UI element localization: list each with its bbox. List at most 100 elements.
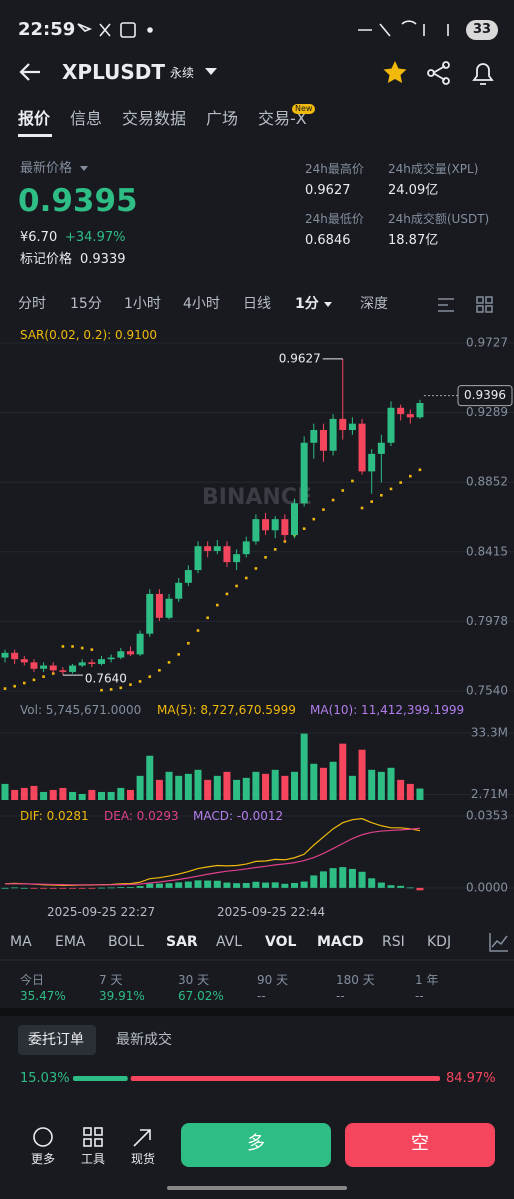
volume-bar — [223, 771, 231, 800]
candle-body — [368, 453, 376, 472]
indicator-label: SAR(0.02, 0.2): 0.9100 — [20, 328, 158, 342]
notification-bell[interactable] — [472, 63, 494, 85]
indicator-tab[interactable]: VOL — [265, 934, 297, 950]
sar-dot — [225, 592, 229, 596]
candle-body — [69, 665, 77, 672]
interval[interactable]: 分时 — [18, 296, 46, 312]
chart-settings[interactable] — [438, 298, 454, 312]
symbol[interactable]: XPLUSDT — [62, 60, 165, 84]
sar-dot — [331, 498, 335, 502]
interval[interactable]: 4小时 — [183, 296, 220, 312]
long-button[interactable] — [181, 1123, 331, 1167]
order-tab[interactable]: 最新成交 — [116, 1032, 172, 1048]
macd-label: MACD: -0.0012 — [193, 809, 284, 823]
volume-bar — [397, 779, 405, 800]
macd-bar — [184, 881, 192, 888]
interval-dropdown[interactable] — [324, 302, 332, 307]
tab[interactable]: 交易数据 — [122, 109, 187, 128]
order-tab-active[interactable] — [18, 1025, 96, 1055]
candle-body — [213, 546, 221, 551]
candle-body — [271, 519, 279, 531]
sar-dot — [187, 641, 190, 645]
candle-body — [155, 593, 163, 618]
volume-bar — [377, 771, 385, 800]
indicator-tab[interactable]: RSI — [382, 934, 405, 950]
layout-button — [485, 296, 493, 304]
indicator-settings[interactable] — [489, 933, 508, 952]
more-icon[interactable] — [33, 1127, 53, 1147]
interval[interactable]: 15分 — [70, 296, 102, 312]
indicator-tab[interactable]: BOLL — [108, 934, 144, 950]
macd-bar — [233, 883, 241, 888]
tools-icon[interactable] — [83, 1127, 92, 1136]
candle-body — [194, 546, 202, 571]
candle-body — [165, 598, 173, 618]
mark-price: 0.9339 — [80, 252, 126, 267]
indicator-tab[interactable]: EMA — [55, 934, 86, 950]
sar-dot — [351, 479, 354, 483]
candle-body — [40, 665, 48, 669]
volume-bar — [194, 769, 202, 800]
symbol-dropdown[interactable] — [205, 68, 217, 75]
sar-dot — [71, 645, 74, 648]
volume-bar — [233, 779, 241, 800]
sar-dot — [254, 567, 258, 570]
sar-dot — [370, 500, 373, 503]
period-value: 67.02% — [178, 989, 224, 1003]
favorite-star[interactable] — [383, 61, 407, 83]
short-label[interactable]: 空 — [411, 1133, 429, 1154]
volume-bar — [165, 771, 173, 800]
long-label[interactable]: 多 — [247, 1133, 265, 1154]
interval[interactable]: 1小时 — [124, 296, 161, 312]
sar-dot — [244, 576, 248, 580]
volume-bar — [49, 789, 57, 800]
indicator-tab[interactable]: MACD — [317, 934, 364, 950]
sar-dot — [13, 684, 16, 688]
sar-dot — [273, 548, 277, 551]
indicator-tab[interactable]: KDJ — [427, 934, 452, 950]
spot-icon[interactable] — [133, 1129, 151, 1147]
indicator-tab[interactable]: MA — [10, 934, 32, 950]
tool-label[interactable]: 现货 — [131, 1152, 156, 1166]
volume-bar — [155, 779, 163, 800]
tool-label[interactable]: 更多 — [31, 1152, 56, 1166]
volume-bar — [30, 785, 38, 800]
volume-bar — [88, 789, 96, 800]
macd-bar — [78, 887, 86, 889]
y-tick-label: 0.8415 — [466, 544, 508, 558]
interval[interactable]: 日线 — [243, 296, 271, 312]
macd-bar — [30, 887, 38, 889]
sar-dot — [235, 584, 238, 588]
period-value: -- — [257, 989, 266, 1003]
stat-label: 24h最低价 — [305, 212, 364, 226]
macd-bar — [271, 882, 279, 888]
interval[interactable]: 深度 — [360, 296, 388, 312]
short-button[interactable] — [345, 1123, 495, 1167]
candle-body — [223, 546, 231, 563]
tab[interactable]: 报价 — [18, 109, 51, 128]
macd-bar — [368, 878, 376, 888]
interval[interactable]: 1分 — [295, 296, 319, 312]
indicator-tab[interactable]: SAR — [166, 934, 198, 950]
candle-body — [387, 407, 395, 443]
candle-body — [310, 430, 318, 443]
layout-button[interactable] — [476, 296, 484, 304]
sar-dot — [341, 489, 345, 492]
order-tab[interactable]: 委托订单 — [28, 1032, 84, 1048]
volume-bar — [348, 775, 356, 800]
tab[interactable]: 广场 — [206, 109, 239, 128]
volume-bar — [262, 773, 270, 800]
sar-dot — [399, 481, 402, 484]
tab[interactable]: 信息 — [70, 109, 103, 128]
x-axis-label: 2025-09-25 22:27 — [47, 905, 156, 919]
volume-bar — [281, 775, 289, 800]
tab[interactable]: 交易-X — [258, 109, 307, 128]
candle-body — [107, 657, 115, 660]
price-dropdown[interactable] — [80, 166, 88, 171]
status-time: 22:59 — [18, 19, 76, 40]
period-value: 35.47% — [20, 989, 66, 1003]
indicator-tab[interactable]: AVL — [216, 934, 243, 950]
tool-label[interactable]: 工具 — [81, 1152, 106, 1166]
back-button[interactable] — [19, 63, 40, 81]
